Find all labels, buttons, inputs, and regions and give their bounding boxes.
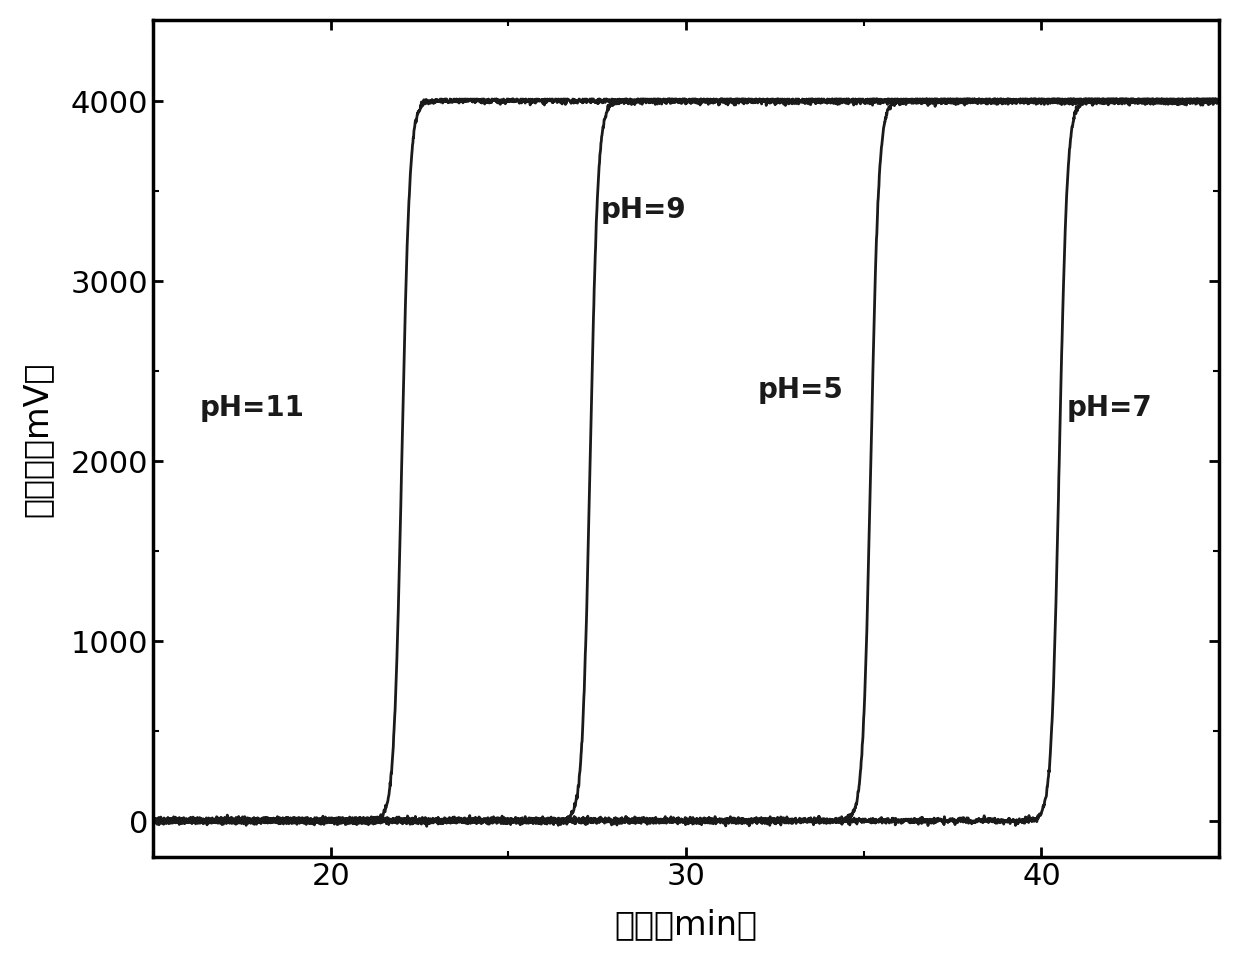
Text: pH=11: pH=11 bbox=[200, 393, 304, 421]
Text: pH=7: pH=7 bbox=[1066, 393, 1152, 421]
Text: pH=9: pH=9 bbox=[601, 196, 687, 224]
Text: pH=5: pH=5 bbox=[758, 376, 843, 404]
Y-axis label: 响应度（mV）: 响应度（mV） bbox=[21, 361, 53, 516]
X-axis label: 时间（min）: 时间（min） bbox=[615, 907, 758, 940]
